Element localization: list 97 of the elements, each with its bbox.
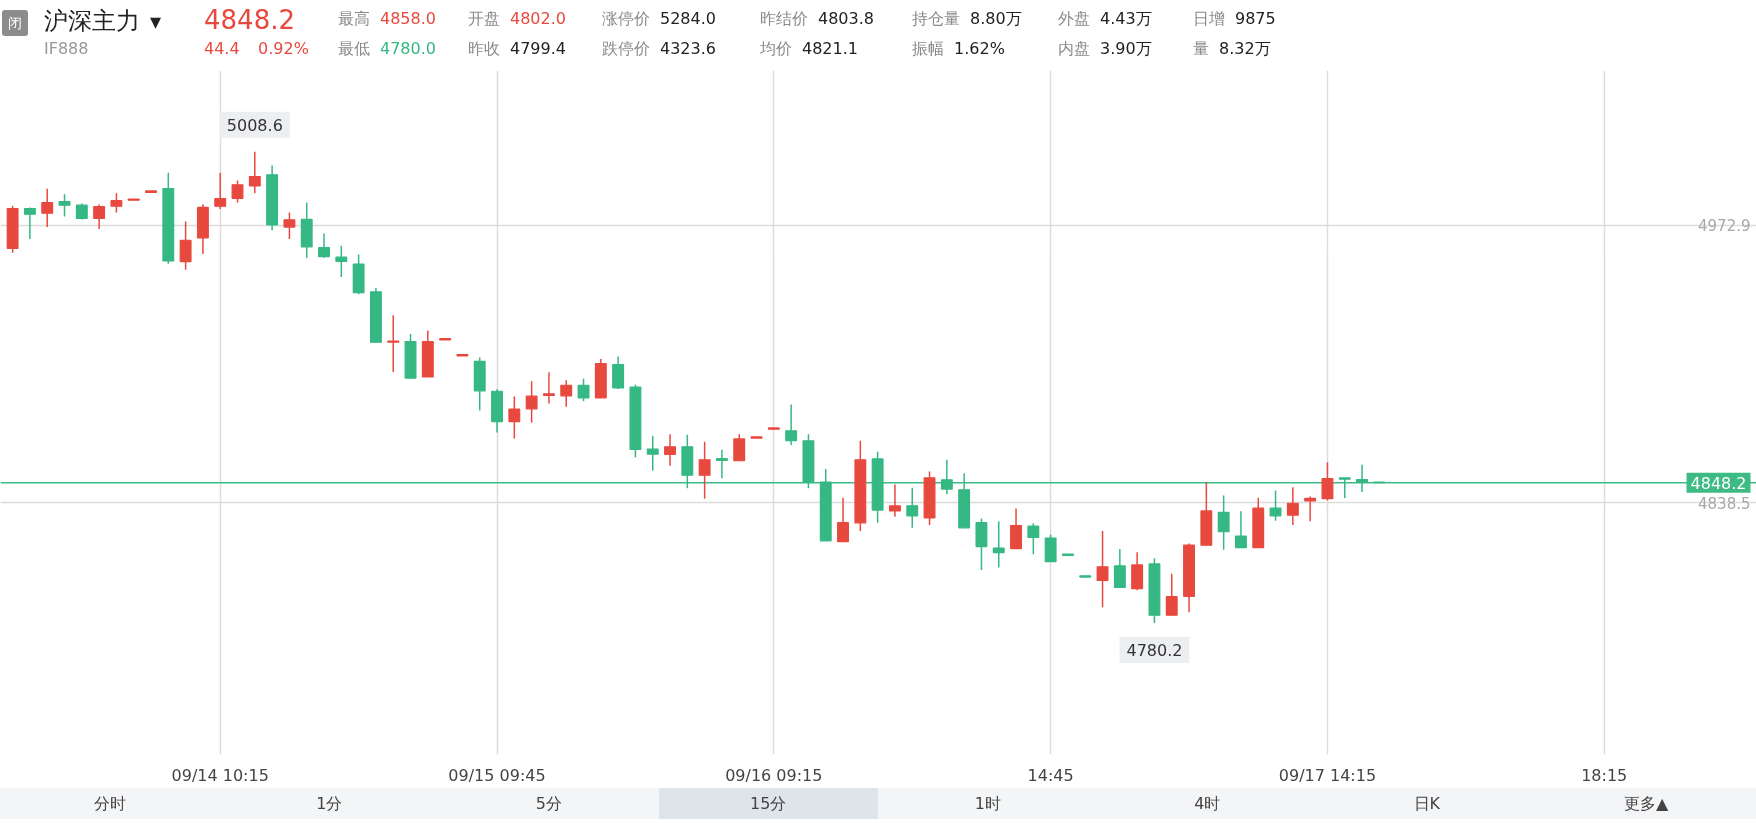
candlestick [1165, 573, 1178, 617]
text: 闭 [2, 10, 28, 36]
text: ▾ [150, 8, 162, 36]
candlestick [110, 192, 123, 214]
candlestick [975, 517, 988, 571]
candlestick [560, 379, 573, 408]
candlestick [1010, 507, 1022, 550]
text: 4803.8 [818, 8, 874, 30]
text: 1时 [878, 788, 1098, 819]
text: 外盘 [1058, 8, 1090, 30]
text: 1.62% [954, 38, 1005, 60]
text: 持仓量 [912, 8, 960, 30]
candlestick [1286, 486, 1299, 526]
text: 日增 [1193, 8, 1225, 30]
candlestick [1321, 461, 1334, 502]
text: 最低 [338, 38, 370, 60]
text: 分时 [0, 788, 220, 819]
candlestick [23, 206, 36, 240]
text: 4.43万 [1100, 8, 1152, 30]
candlestick [612, 355, 625, 390]
text: 昨收 [468, 38, 500, 60]
x-tick-label: 18:15 [1581, 765, 1628, 785]
ref-line-label: 4848.2 [1690, 473, 1747, 493]
annotation: 4780.2 [1126, 640, 1183, 660]
text: 1分 [219, 788, 439, 819]
text: 44.4 [204, 38, 240, 60]
candlestick [1131, 551, 1144, 592]
candlestick [41, 187, 54, 228]
candlestick [335, 244, 348, 278]
candlestick [1234, 510, 1247, 549]
candlestick [1304, 495, 1317, 522]
text: 4848.2 [204, 4, 295, 37]
text: 5284.0 [660, 8, 716, 30]
text: 8.32万 [1219, 38, 1271, 60]
text: 4821.1 [802, 38, 858, 60]
text: 昨结价 [760, 8, 808, 30]
candlestick [577, 377, 590, 402]
candlestick [179, 220, 192, 271]
candlestick [837, 496, 849, 543]
candlestick [785, 403, 798, 446]
text: 4323.6 [660, 38, 716, 60]
candlestick [1269, 489, 1282, 522]
text: 8.80万 [970, 8, 1022, 30]
text: 4858.0 [380, 8, 436, 30]
candlestick [283, 211, 296, 240]
candlestick [1113, 548, 1126, 589]
candlestick [93, 203, 106, 230]
annotation: 5008.6 [226, 115, 283, 135]
candlestick [1096, 530, 1109, 608]
text: 振幅 [912, 38, 944, 60]
text: 量 [1193, 38, 1209, 60]
x-tick-label: 09/16 09:15 [725, 765, 823, 785]
text: 开盘 [468, 8, 500, 30]
text: 最高 [338, 8, 370, 30]
candlestick [525, 380, 538, 424]
y-tick-label: 4838.5 [1698, 494, 1751, 513]
candlestick [58, 193, 71, 218]
chart-title: 沪深主力 [44, 6, 140, 37]
candlestick [664, 433, 676, 467]
candlestick [888, 483, 901, 518]
y-tick-label: 4972.9 [1698, 217, 1751, 236]
x-tick-label: 09/15 09:45 [448, 765, 546, 785]
text: 3.90万 [1100, 38, 1152, 60]
text: 5分 [439, 788, 659, 819]
candlestick [906, 487, 919, 529]
candlestick [214, 172, 227, 210]
candlestick [542, 371, 555, 405]
candlestick [248, 151, 261, 194]
candlestick [387, 314, 400, 373]
candlestick [1044, 533, 1057, 563]
x-tick-label: 14:45 [1027, 765, 1074, 785]
candlestick [715, 448, 728, 480]
candlestick [733, 433, 746, 462]
candlestick [646, 435, 659, 472]
candlestick [1217, 494, 1230, 551]
text: 9875 [1235, 8, 1276, 30]
candlestick [231, 179, 244, 204]
text: 0.92% [258, 38, 309, 60]
x-tick-label: 09/17 14:15 [1278, 765, 1377, 785]
text: 4780.0 [380, 38, 436, 60]
text: 4799.4 [510, 38, 566, 60]
x-tick-label: 09/14 10:15 [171, 765, 269, 785]
text: 日K [1317, 788, 1537, 819]
text: 跌停价 [602, 38, 650, 60]
chart-subtitle: IF888 [44, 38, 89, 60]
text: 内盘 [1058, 38, 1090, 60]
text: 4802.0 [510, 8, 566, 30]
candlestick [508, 395, 521, 440]
text: 均价 [760, 38, 792, 60]
text: 15分 [658, 788, 878, 819]
candlestick [992, 520, 1005, 569]
text: 4时 [1097, 788, 1317, 819]
candlestick [318, 232, 330, 259]
text: 涨停价 [602, 8, 650, 30]
candlestick [1027, 522, 1040, 555]
candlestick [698, 441, 711, 500]
text: 更多▲ [1536, 788, 1756, 819]
